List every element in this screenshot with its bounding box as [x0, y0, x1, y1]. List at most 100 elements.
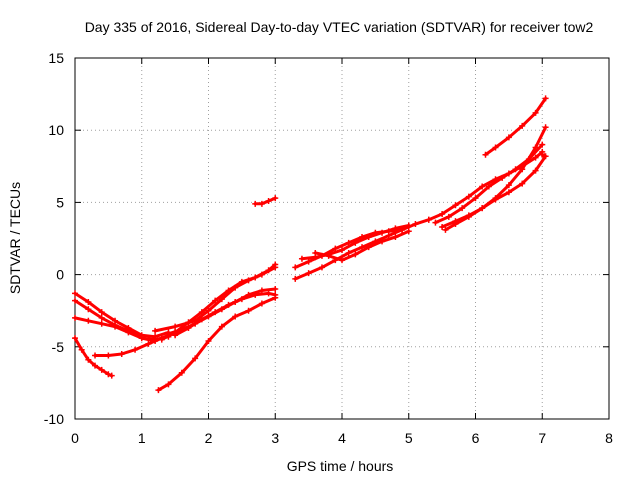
- y-tick-label: 15: [48, 50, 64, 66]
- data-point: [72, 314, 78, 321]
- series-track-o: [312, 228, 412, 264]
- data-point: [479, 183, 486, 190]
- y-tick-label: 10: [48, 122, 64, 138]
- data-point: [505, 134, 512, 141]
- series-track-q: [432, 141, 546, 226]
- data-point: [98, 366, 105, 373]
- data-point: [85, 306, 92, 313]
- series-line: [173, 291, 277, 337]
- data-point: [292, 264, 299, 271]
- data-point: [218, 323, 225, 330]
- series-line: [484, 96, 548, 157]
- data-point: [238, 278, 245, 285]
- data-point: [542, 95, 549, 102]
- data-point: [541, 153, 548, 160]
- series-line: [156, 296, 277, 392]
- data-point: [452, 221, 459, 228]
- x-tick-label: 1: [138, 430, 146, 446]
- data-point: [72, 335, 78, 342]
- data-point: [465, 193, 472, 200]
- data-point: [185, 325, 192, 332]
- data-point: [85, 299, 92, 306]
- series-line: [440, 154, 548, 229]
- data-point: [105, 371, 112, 378]
- data-point: [425, 216, 432, 223]
- x-tick-label: 5: [405, 430, 413, 446]
- data-point: [352, 239, 359, 246]
- series-track-j: [155, 294, 279, 394]
- data-point: [72, 297, 78, 304]
- x-tick-label: 7: [538, 430, 546, 446]
- data-point: [432, 219, 439, 226]
- data-point: [519, 166, 526, 173]
- data-point: [265, 197, 272, 204]
- series-track-d: [72, 335, 115, 379]
- data-point: [352, 251, 359, 258]
- data-point: [492, 144, 499, 151]
- x-tick-label: 6: [472, 430, 480, 446]
- data-point: [172, 332, 179, 339]
- series-line: [253, 196, 277, 206]
- data-point: [339, 247, 345, 254]
- data-point: [112, 323, 119, 330]
- data-point: [539, 141, 546, 148]
- series-track-t: [482, 95, 549, 158]
- data-point: [412, 221, 419, 228]
- data-point: [379, 229, 386, 236]
- data-point: [479, 205, 486, 212]
- data-point: [505, 189, 512, 196]
- chart-title: Day 335 of 2016, Sidereal Day-to-day VTE…: [85, 19, 594, 35]
- data-point: [459, 205, 466, 212]
- data-point: [439, 210, 446, 217]
- data-point: [132, 346, 139, 353]
- data-point: [185, 319, 192, 326]
- data-point: [472, 195, 479, 202]
- x-axis-label: GPS time / hours: [287, 458, 394, 474]
- data-point: [445, 213, 452, 220]
- data-point: [532, 109, 539, 116]
- series-track-n: [298, 222, 412, 262]
- data-point: [225, 287, 232, 294]
- data-point: [512, 166, 519, 173]
- data-point: [318, 264, 325, 271]
- data-point: [339, 257, 345, 264]
- data-point: [312, 249, 319, 256]
- data-point: [192, 355, 199, 362]
- data-point: [298, 255, 305, 262]
- series-track-r: [439, 153, 549, 230]
- data-point: [198, 316, 205, 323]
- data-point: [272, 294, 279, 301]
- x-tick-label: 0: [71, 430, 79, 446]
- data-point: [92, 362, 99, 369]
- data-point: [499, 174, 506, 181]
- data-point: [532, 167, 539, 174]
- data-point: [105, 352, 112, 359]
- data-point: [532, 154, 539, 161]
- data-point: [212, 297, 219, 304]
- data-point: [72, 290, 78, 297]
- data-point: [118, 351, 125, 358]
- series-track-k: [252, 195, 279, 207]
- series-track-u: [539, 151, 548, 160]
- data-point: [332, 245, 339, 252]
- y-tick-label: -10: [44, 411, 64, 427]
- data-point: [519, 122, 526, 129]
- data-point: [252, 291, 259, 298]
- data-point: [379, 238, 386, 245]
- series-track-i: [172, 290, 279, 339]
- data-point: [92, 352, 99, 359]
- series-track-c: [72, 314, 172, 343]
- data-point: [98, 314, 105, 321]
- data-point: [198, 309, 205, 316]
- data-point: [305, 270, 312, 277]
- data-point: [392, 234, 399, 241]
- series-track-s: [442, 124, 549, 233]
- y-axis-label: SDTVAR / TECUs: [7, 182, 23, 294]
- data-point: [532, 144, 539, 151]
- data-point: [345, 249, 352, 256]
- data-point: [442, 226, 449, 233]
- data-point: [125, 329, 132, 336]
- y-tick-label: -5: [52, 339, 65, 355]
- data-point: [272, 195, 279, 202]
